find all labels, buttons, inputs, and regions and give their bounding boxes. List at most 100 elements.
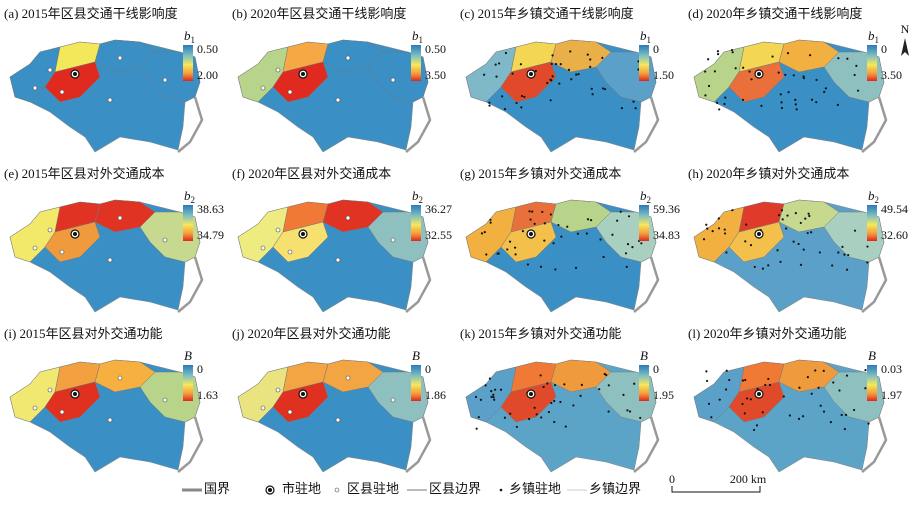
township-seat	[598, 388, 601, 391]
city-seat-core	[529, 232, 533, 236]
township-seat	[847, 253, 850, 257]
township-seat	[808, 54, 812, 57]
township-seat	[551, 54, 554, 57]
township-seat	[837, 57, 840, 60]
township-seat	[748, 70, 751, 73]
township-seat	[734, 67, 737, 70]
township-seat	[802, 75, 805, 78]
township-seat	[780, 209, 784, 212]
township-seat	[705, 379, 709, 383]
ramp-bottom-label: 3.50	[881, 68, 902, 82]
city-seat-core	[757, 72, 761, 76]
township-seat	[704, 70, 707, 73]
township-seat	[529, 218, 532, 221]
township-seat	[856, 89, 860, 92]
township-seat	[795, 108, 798, 111]
township-seat	[550, 401, 553, 405]
county-seat	[345, 55, 351, 61]
township-seat	[485, 253, 488, 256]
legend-label: 区县边界	[429, 481, 481, 496]
national-border	[177, 416, 204, 473]
county-seat	[335, 257, 341, 263]
township-seat	[528, 210, 531, 213]
ramp-bottom-label: 32.55	[425, 228, 452, 242]
township-seat	[523, 95, 526, 98]
legend-symbol: b1	[868, 28, 879, 45]
township-seat	[492, 393, 495, 396]
county-seat	[345, 215, 351, 221]
township-seat	[853, 229, 857, 232]
township-seat	[632, 100, 635, 103]
township-seat	[586, 53, 589, 56]
ramp-top-label: 0	[653, 42, 659, 56]
panel-title: (k) 2015年乡镇对外交通功能	[460, 326, 621, 341]
national-border	[177, 96, 204, 153]
township-seat	[589, 219, 593, 222]
township-seat	[602, 255, 605, 259]
county-seat	[59, 89, 65, 95]
symbol-letter: b	[184, 188, 191, 203]
symbol-letter: B	[412, 348, 420, 363]
township-seat	[716, 50, 720, 53]
scale-bar	[671, 486, 761, 493]
county-seat	[260, 245, 266, 251]
national-border	[633, 416, 660, 473]
township-seat	[514, 253, 517, 256]
township-seat	[508, 240, 512, 243]
township-seat	[579, 394, 582, 397]
township-seat	[716, 53, 720, 56]
township-seat	[810, 392, 813, 395]
township-seat	[788, 414, 791, 417]
township-seat	[607, 384, 610, 387]
township-seat	[866, 261, 869, 264]
township-seat	[799, 263, 803, 266]
township-seat	[569, 50, 572, 53]
township-seat	[815, 78, 818, 82]
township-seat	[837, 251, 840, 254]
panel-title: (g) 2015年乡镇对外交通成本	[460, 166, 621, 181]
township-seat	[515, 425, 518, 429]
national-border	[405, 96, 432, 153]
city-seat-core	[757, 232, 761, 236]
township-seat	[626, 409, 629, 412]
county-seat	[287, 409, 293, 415]
symbol-subscript: 2	[647, 195, 652, 205]
township-seat	[713, 70, 716, 73]
township-seat	[580, 383, 583, 386]
township-seat	[543, 239, 546, 242]
symbol-letter: B	[868, 348, 876, 363]
region	[44, 61, 101, 103]
symbol-subscript: 1	[191, 35, 196, 45]
township-seat	[493, 398, 496, 401]
township-seat	[792, 74, 795, 77]
ramp-top-label: 0.03	[881, 362, 902, 376]
city-seat-core	[301, 72, 305, 76]
ramp-top-label: 0.50	[197, 42, 218, 56]
map-panel	[237, 39, 432, 153]
township-seat	[724, 388, 728, 391]
county-seat	[287, 249, 293, 255]
township-seat	[499, 388, 503, 391]
township-seat	[535, 413, 538, 416]
township-seat	[494, 388, 497, 391]
township-seat	[716, 101, 719, 104]
scale-end: 200 km	[730, 472, 767, 486]
color-ramp	[411, 365, 421, 401]
township-seat	[498, 62, 501, 65]
township-seat	[844, 413, 848, 416]
township-seat	[741, 379, 745, 382]
township-seat	[637, 68, 640, 71]
ramp-bottom-label: 1.63	[197, 388, 218, 402]
township-seat	[815, 101, 818, 104]
legend-symbol: B	[868, 348, 876, 363]
national-border	[405, 416, 432, 473]
township-seat	[845, 374, 849, 377]
township-seat	[541, 210, 544, 214]
ramp-top-label: 36.27	[425, 202, 452, 216]
township-seat	[840, 413, 843, 417]
region	[500, 61, 557, 103]
township-seat	[750, 78, 753, 81]
township-seat	[484, 384, 487, 387]
ramp-bottom-label: 34.83	[653, 228, 680, 242]
township-seat	[553, 399, 556, 403]
